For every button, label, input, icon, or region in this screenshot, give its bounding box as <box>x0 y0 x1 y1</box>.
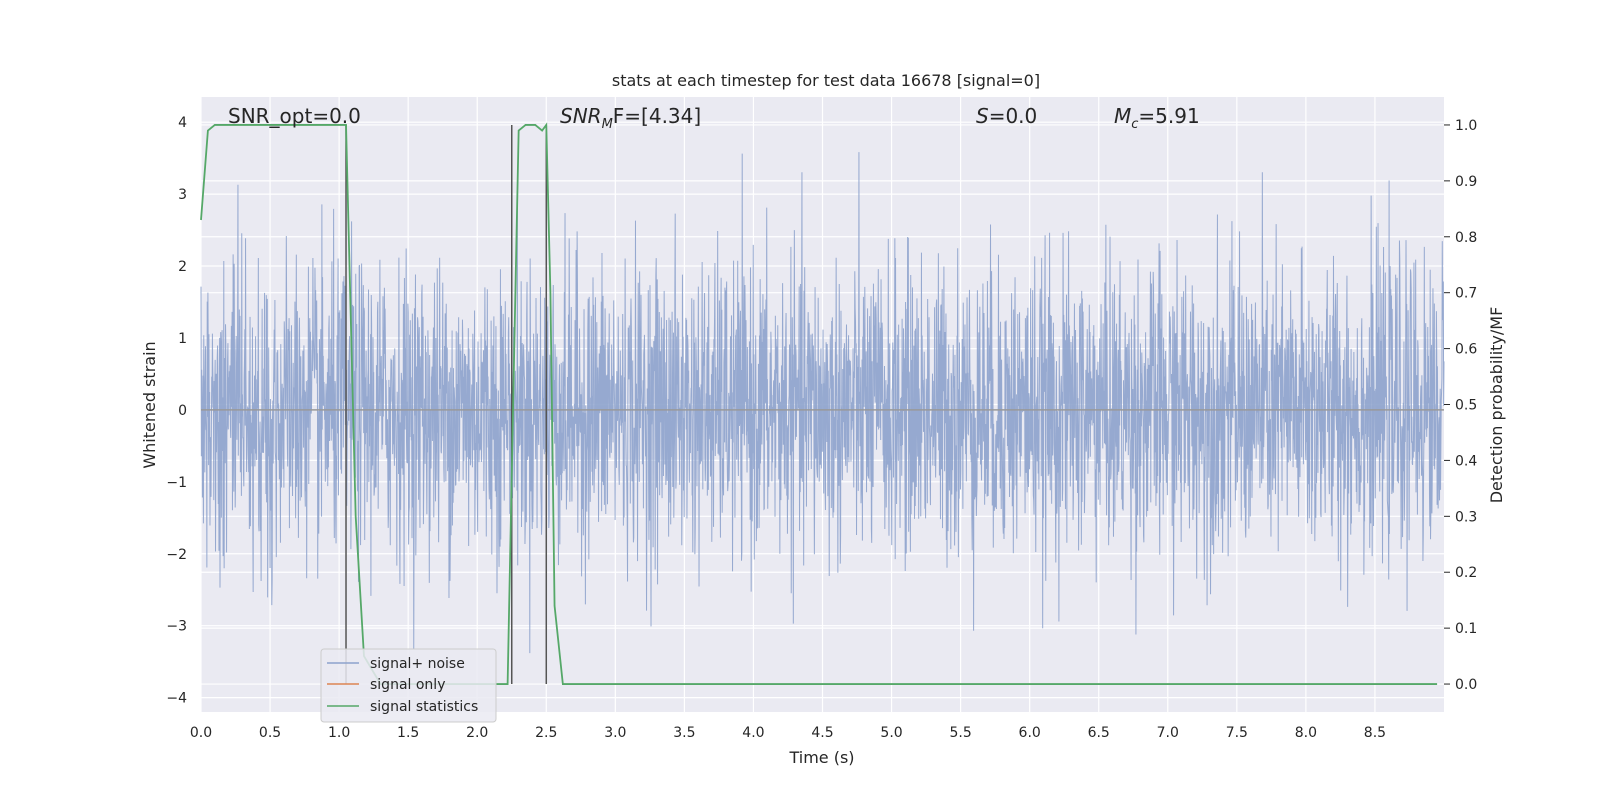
y-right-axis-label: Detection probability/MF <box>1487 307 1506 504</box>
y-right-axis-ticks: 1.0 0.9 0.8 0.7 0.6 0.5 0.4 0.3 0.2 0.1 0.0 <box>1444 118 1477 693</box>
y-tick-label: 2 <box>178 259 187 275</box>
annotation-mc-sub: c <box>1131 117 1138 132</box>
x-tick-label: 4.0 <box>742 725 764 741</box>
annotation-snr-mf-tail: F=[4.34] <box>613 104 701 128</box>
y-tick-label: 3 <box>178 187 187 203</box>
x-tick-label: 1.5 <box>397 725 419 741</box>
legend-entry-signal-noise: signal+ noise <box>370 656 465 672</box>
annotation-s-tail: =0.0 <box>989 104 1038 128</box>
vertical-markers <box>345 124 548 685</box>
annotation-s-var: S <box>976 104 989 128</box>
y-right-tick-label: 0.4 <box>1455 453 1477 469</box>
x-tick-label: 7.0 <box>1157 725 1179 741</box>
y-tick-label: 1 <box>178 331 187 347</box>
x-tick-label: 8.0 <box>1295 725 1317 741</box>
x-tick-label: 4.5 <box>811 725 833 741</box>
x-tick-label: 6.5 <box>1088 725 1110 741</box>
annotation-mc: Mc=5.91 <box>1114 104 1200 132</box>
y-axis-label: Whitened strain <box>140 341 159 468</box>
annotation-snr-mf: SNRMF=[4.34] <box>560 104 701 132</box>
y-axis-ticks: 4 3 2 1 0 −1 −2 −3 −4 <box>166 115 187 706</box>
y-tick-label: −2 <box>166 547 187 563</box>
annotation-snr-mf-sub: M <box>602 117 613 132</box>
y-tick-label: −4 <box>166 691 187 707</box>
annotation-snr-opt: SNR_opt=0.0 <box>228 104 361 128</box>
x-tick-label: 0.5 <box>259 725 281 741</box>
legend-entry-signal-only: signal only <box>370 677 445 693</box>
y-right-tick-label: 0.7 <box>1455 286 1477 302</box>
signal-statistics-line <box>200 122 1438 685</box>
y-right-tick-label: 0.1 <box>1455 621 1477 637</box>
legend: signal+ noise signal only signal statist… <box>320 648 497 723</box>
y-right-tick-label: 0.6 <box>1455 342 1477 358</box>
y-tick-label: 0 <box>178 403 187 419</box>
annotation-s: S=0.0 <box>976 104 1037 128</box>
y-right-tick-label: 0.5 <box>1455 398 1477 414</box>
y-right-tick-label: 0.9 <box>1455 174 1477 190</box>
x-axis-ticks: 0.0 0.5 1.0 1.5 2.0 2.5 3.0 3.5 4.0 4.5 5.0 5.5 6.0 6… <box>190 725 1386 741</box>
y-right-tick-label: 0.3 <box>1455 509 1477 525</box>
y-right-tick-label: 0.2 <box>1455 565 1477 581</box>
y-right-tick-label: 1.0 <box>1455 118 1477 134</box>
annotation-mc-tail: =5.91 <box>1138 104 1199 128</box>
legend-entry-signal-statistics: signal statistics <box>370 699 478 715</box>
signal-noise-line <box>200 152 1445 654</box>
signal-statistics-series <box>200 122 1438 685</box>
x-tick-label: 3.0 <box>604 725 626 741</box>
x-tick-label: 5.0 <box>880 725 902 741</box>
signal-noise-series <box>200 152 1445 654</box>
x-tick-label: 8.5 <box>1364 725 1386 741</box>
x-tick-label: 0.0 <box>190 725 212 741</box>
x-tick-label: 5.5 <box>949 725 971 741</box>
x-tick-label: 2.5 <box>535 725 557 741</box>
y-right-tick-label: 0.0 <box>1455 677 1477 693</box>
y-tick-label: −3 <box>166 619 187 635</box>
x-tick-label: 1.0 <box>328 725 350 741</box>
y-tick-label: −1 <box>166 475 187 491</box>
x-axis-label: Time (s) <box>788 748 854 767</box>
y-right-tick-label: 0.8 <box>1455 230 1477 246</box>
x-tick-label: 6.0 <box>1019 725 1041 741</box>
x-tick-label: 3.5 <box>673 725 695 741</box>
x-tick-label: 2.0 <box>466 725 488 741</box>
legend-box <box>320 648 497 723</box>
annotation-mc-var: M <box>1114 104 1131 128</box>
x-tick-label: 7.5 <box>1226 725 1248 741</box>
annotation-snr-mf-main: SNR <box>560 104 602 128</box>
chart-title: stats at each timestep for test data 166… <box>612 71 1040 90</box>
y-tick-label: 4 <box>178 115 187 131</box>
